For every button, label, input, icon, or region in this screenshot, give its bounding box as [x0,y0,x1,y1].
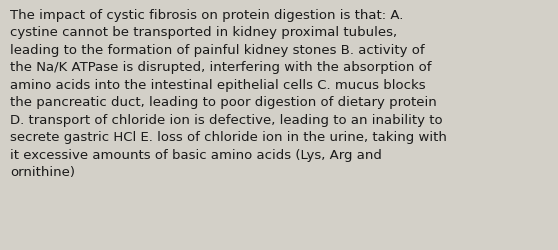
Text: The impact of cystic fibrosis on protein digestion is that: A.
cystine cannot be: The impact of cystic fibrosis on protein… [10,9,447,178]
